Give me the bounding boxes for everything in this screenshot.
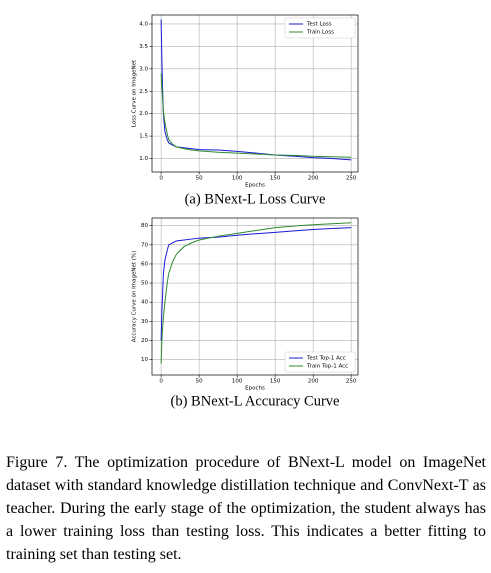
y-axis-label: Loss Curve on ImageNet [132,59,138,127]
y-tick-label: 40 [141,300,148,306]
y-tick-label: 50 [141,281,148,287]
legend-label: Train Top-1 Acc [306,364,348,370]
legend-label: Train Loss [306,30,334,36]
x-tick-label: 150 [270,379,281,385]
x-tick-label: 200 [308,379,319,385]
x-tick-label: 150 [270,176,281,182]
y-tick-label: 60 [141,261,148,267]
figure: 1.01.52.02.53.03.54.00 50 100 150 200 250Epoc… [132,14,359,409]
caption: Figure 7. The optimization procedure of … [6,454,486,563]
x-tick-label: 100 [232,379,243,385]
x-tick-label: 0 [159,379,163,385]
data-line [160,227,352,341]
y-tick-label: 70 [141,242,148,248]
y-tick-label: 80 [141,223,148,229]
plot-frame [151,14,359,173]
legend-label: Test Loss [306,22,332,28]
x-tick-label: 50 [196,176,203,182]
y-tick-label: 20 [141,338,148,344]
legend-box [284,351,356,373]
y-tick-label: 30 [141,319,148,325]
data-line [160,19,352,161]
x-tick-label: 200 [308,176,319,182]
x-tick-label: 0 [159,176,163,182]
legend-label: Test Top-1 Acc [306,356,346,362]
plot-frame [151,217,359,376]
x-tick-label: 250 [346,379,357,385]
x-tick-label: 250 [346,176,357,182]
subcaption: (a) BNext-L Loss Curve [185,191,326,207]
y-tick-label: 1.0 [139,156,148,162]
y-tick-label: 3.5 [139,44,148,50]
y-tick-label: 2.0 [139,111,148,117]
legend-box [284,17,356,39]
y-tick-label: 1.5 [139,134,148,140]
y-tick-label: 10 [141,357,148,363]
data-line [160,222,352,364]
data-line [160,73,352,158]
x-axis-label: Epochs [245,183,265,189]
y-tick-label: 2.5 [139,89,148,95]
x-axis-label: Epochs [245,386,265,392]
y-tick-label: 3.0 [139,66,148,72]
y-axis-label: Accuracy Curve on ImageNet (%) [132,251,138,343]
x-tick-label: 50 [196,379,203,385]
y-tick-label: 4.0 [139,21,148,27]
subcaption: (b) BNext-L Accuracy Curve [171,393,340,409]
x-tick-label: 100 [232,176,243,182]
